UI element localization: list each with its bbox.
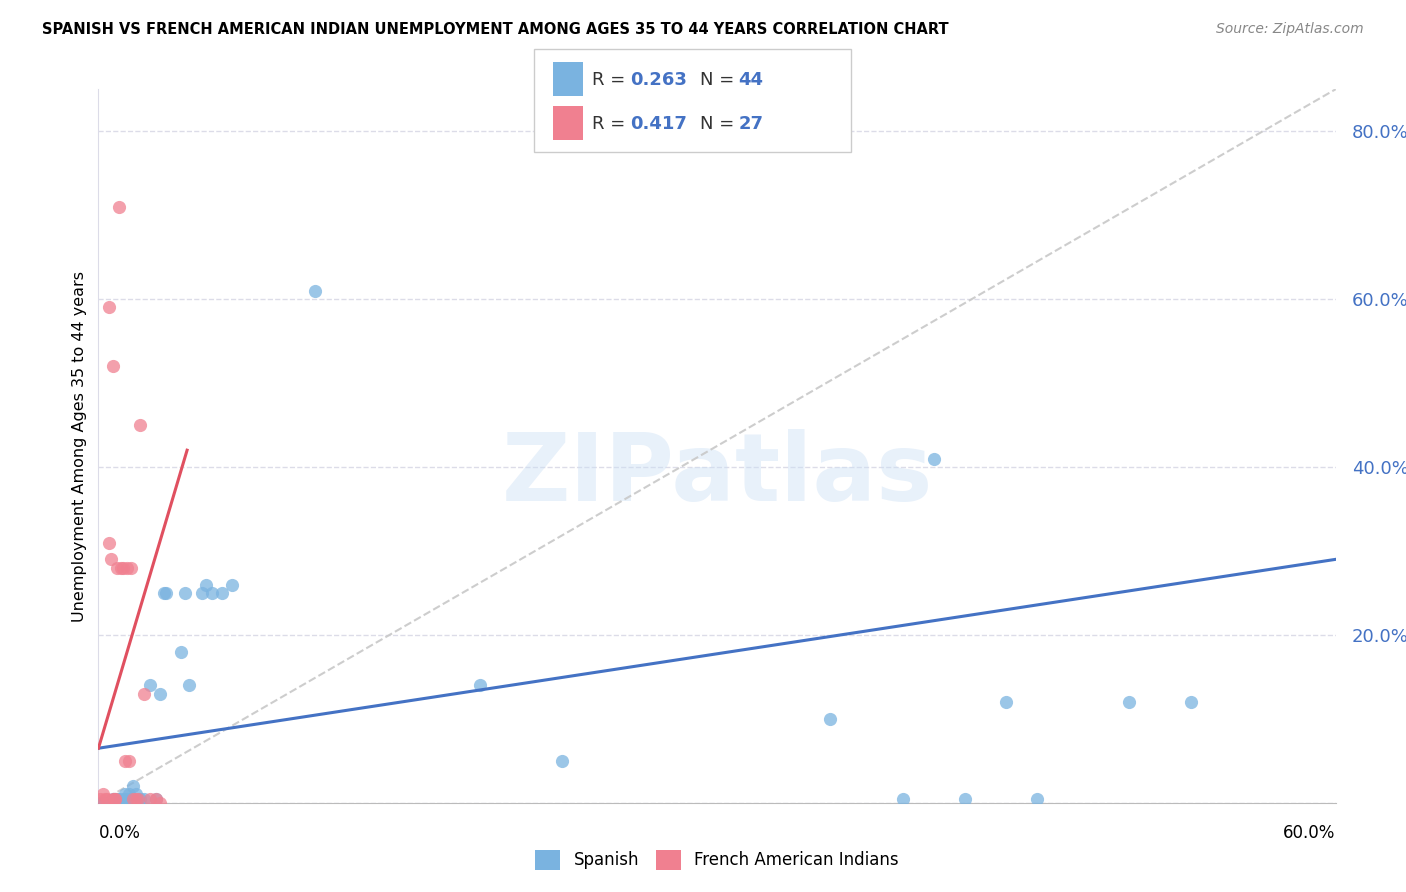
Point [110,796,132,810]
Text: N =: N = [700,115,740,133]
Text: SPANISH VS FRENCH AMERICAN INDIAN UNEMPLOYMENT AMONG AGES 35 TO 44 YEARS CORRELA: SPANISH VS FRENCH AMERICAN INDIAN UNEMPL… [42,22,949,37]
Point [139,791,162,805]
Point [201,586,224,600]
Point [124,791,146,805]
Point [100,796,122,810]
Point [891,791,914,805]
Point [96,791,118,805]
Point [149,796,172,810]
Point [108,200,131,214]
Text: Source: ZipAtlas.com: Source: ZipAtlas.com [1216,22,1364,37]
Point [100,796,122,810]
Point [117,791,139,805]
Point [179,678,201,692]
Point [124,788,146,802]
Point [93,796,115,810]
Point [91,788,114,802]
Point [155,586,177,600]
Point [100,552,122,566]
Point [1025,791,1047,805]
Point [96,796,118,810]
Point [190,586,212,600]
Point [101,791,124,805]
Point [820,712,842,726]
Y-axis label: Unemployment Among Ages 35 to 44 years: Unemployment Among Ages 35 to 44 years [72,270,87,622]
Point [1118,695,1140,709]
Text: R =: R = [592,115,631,133]
Point [97,796,120,810]
Point [149,687,172,701]
Text: 0.417: 0.417 [630,115,686,133]
Text: 0.263: 0.263 [630,70,686,88]
Point [145,791,167,805]
Point [104,796,127,810]
Point [122,791,145,805]
Point [132,791,155,805]
Point [93,796,115,810]
Point [112,791,135,805]
Point [128,417,150,432]
Point [922,451,945,466]
Text: R =: R = [592,70,631,88]
Point [101,796,124,810]
Text: ZIPatlas: ZIPatlas [502,428,932,521]
Point [153,586,176,600]
Point [128,791,150,805]
Text: 44: 44 [738,70,763,88]
Point [132,687,155,701]
Point [468,678,491,692]
Legend: Spanish, French American Indians: Spanish, French American Indians [529,843,905,877]
Text: 27: 27 [738,115,763,133]
Point [145,791,167,805]
Point [174,586,197,600]
Point [108,791,131,805]
Point [112,560,135,574]
Point [97,535,120,549]
Point [994,695,1017,709]
Point [93,791,115,805]
Point [101,791,124,805]
Point [101,359,124,374]
Point [96,796,118,810]
Point [104,791,127,805]
Point [110,560,132,574]
Text: 60.0%: 60.0% [1284,824,1336,842]
Point [97,301,120,315]
Point [104,791,127,805]
Point [118,788,141,802]
Point [89,791,111,805]
Point [105,791,128,805]
Point [105,560,128,574]
Point [221,577,243,591]
Point [953,791,976,805]
Point [114,788,136,802]
Point [89,796,111,810]
Point [194,577,217,591]
Point [104,791,127,805]
Point [91,796,114,810]
Text: 0.0%: 0.0% [98,824,141,842]
Point [118,754,141,768]
Point [117,560,139,574]
Point [170,645,193,659]
Point [127,791,149,805]
Point [122,779,145,793]
Point [120,791,142,805]
Point [114,754,136,768]
Point [139,678,162,692]
Point [304,284,326,298]
Point [551,754,574,768]
Point [120,560,142,574]
Point [108,796,131,810]
Point [97,796,120,810]
Text: N =: N = [700,70,740,88]
Point [211,586,233,600]
Point [1180,695,1202,709]
